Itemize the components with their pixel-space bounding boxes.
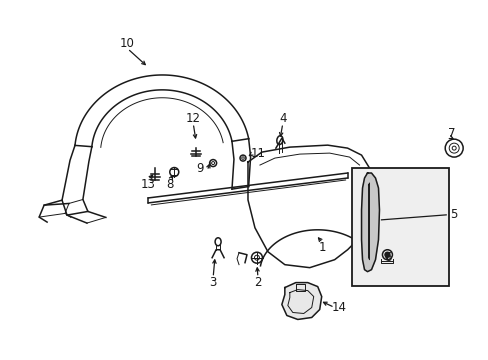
Text: 1: 1 — [318, 241, 326, 254]
Text: 6: 6 — [383, 251, 390, 264]
Polygon shape — [361, 173, 379, 272]
Text: 8: 8 — [166, 179, 174, 192]
Bar — [351, 168, 448, 285]
Text: 10: 10 — [120, 37, 135, 50]
Text: 9: 9 — [196, 162, 203, 175]
Text: 13: 13 — [141, 179, 156, 192]
Text: 11: 11 — [250, 147, 265, 159]
Text: 5: 5 — [449, 208, 457, 221]
Text: 4: 4 — [279, 112, 286, 125]
Polygon shape — [281, 283, 321, 319]
Text: 14: 14 — [331, 301, 346, 314]
Ellipse shape — [384, 252, 389, 257]
Text: 3: 3 — [209, 276, 216, 289]
Text: 2: 2 — [254, 276, 261, 289]
Text: 12: 12 — [185, 112, 200, 125]
Text: 7: 7 — [447, 127, 455, 140]
